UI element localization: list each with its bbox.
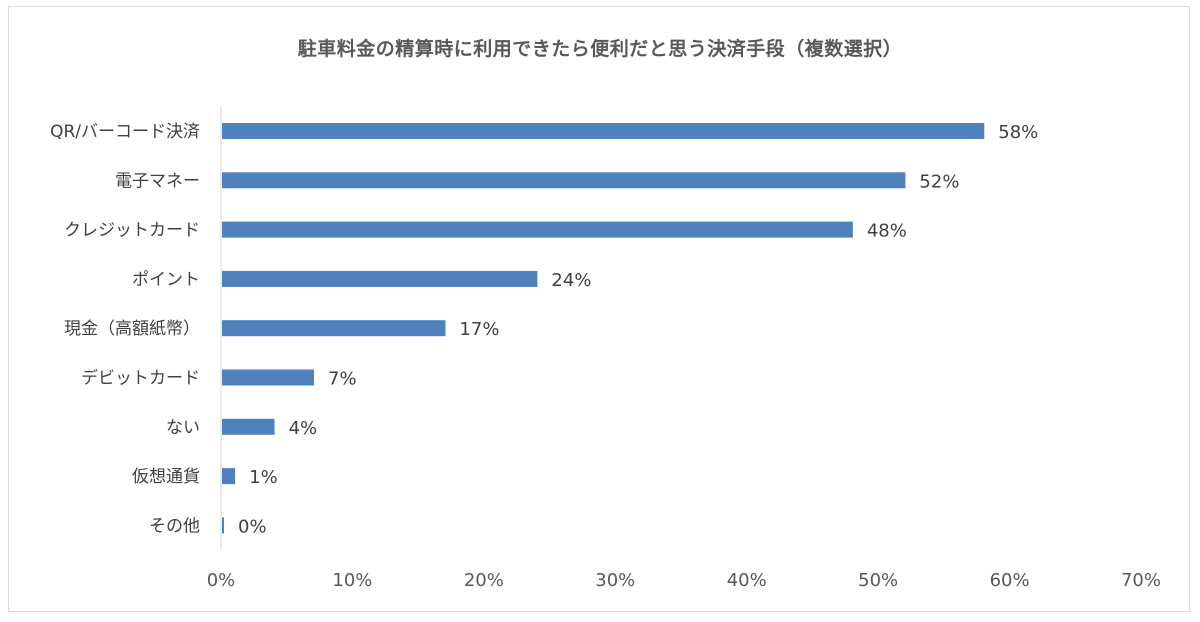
- value-label: 7%: [328, 369, 357, 390]
- bar: [222, 270, 538, 287]
- bar: [222, 517, 224, 534]
- value-label: 0%: [238, 516, 267, 537]
- bar: [222, 320, 446, 337]
- bar: [222, 369, 314, 386]
- value-label: 1%: [249, 467, 278, 488]
- x-tick-label: 30%: [595, 570, 635, 591]
- bar: [222, 418, 275, 435]
- bar: [222, 468, 236, 485]
- x-tick-label: 40%: [727, 570, 767, 591]
- category-label: QR/バーコード決済: [50, 122, 200, 142]
- value-label: 4%: [289, 418, 318, 439]
- category-label: 現金（高額紙幣）: [64, 319, 200, 339]
- value-label: 58%: [998, 122, 1038, 143]
- value-label: 52%: [919, 171, 959, 192]
- category-label: 仮想通貨: [132, 467, 200, 487]
- category-label: ない: [166, 418, 200, 438]
- category-label: クレジットカード: [64, 221, 200, 241]
- value-label: 17%: [459, 319, 499, 340]
- x-tick-label: 50%: [858, 570, 898, 591]
- category-label: デビットカード: [81, 368, 200, 389]
- x-tick-label: 70%: [1121, 570, 1161, 591]
- category-label: 電子マネー: [115, 171, 200, 191]
- chart-frame: [8, 6, 1190, 612]
- bar: [222, 172, 906, 189]
- bar: [222, 221, 853, 238]
- x-tick-label: 20%: [464, 570, 504, 591]
- value-label: 48%: [867, 221, 907, 242]
- category-label: ポイント: [132, 270, 200, 290]
- value-label: 24%: [551, 270, 591, 291]
- x-tick-label: 0%: [207, 570, 236, 591]
- x-tick-label: 60%: [990, 570, 1030, 591]
- x-tick-label: 10%: [332, 570, 372, 591]
- category-label: その他: [149, 516, 200, 536]
- chart-title: 駐車料金の精算時に利用できたら便利だと思う決済手段（複数選択）: [297, 38, 903, 60]
- bar: [222, 123, 985, 139]
